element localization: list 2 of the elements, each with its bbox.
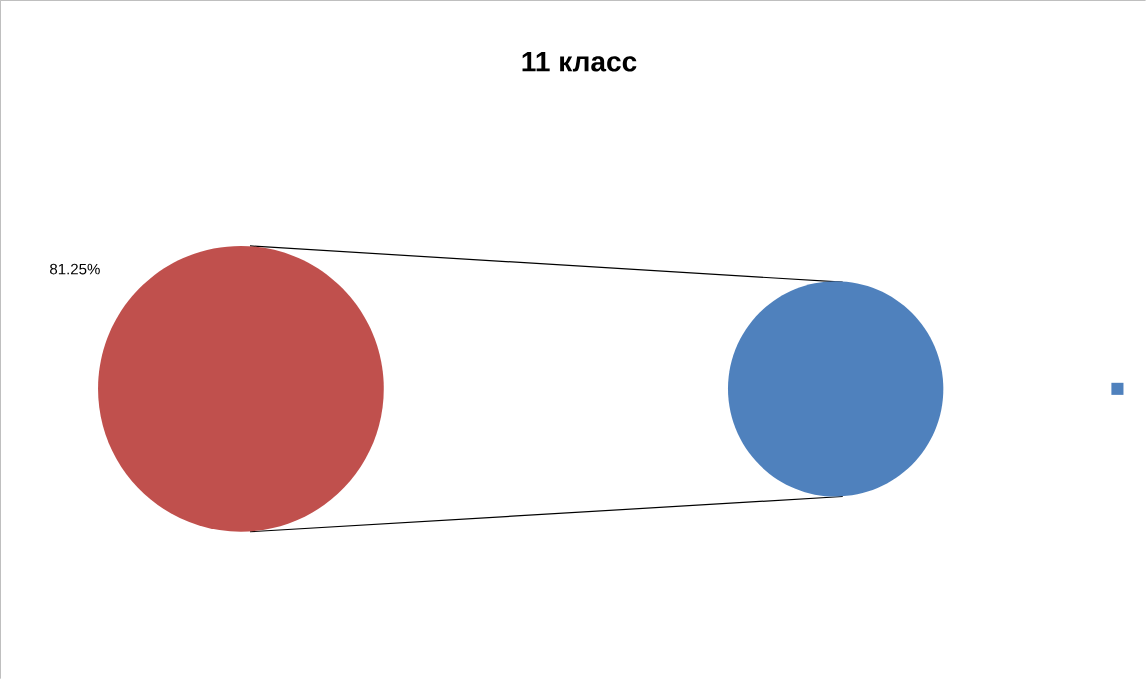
data-label: 81.25%	[50, 263, 100, 275]
text: 11 класс	[522, 51, 637, 72]
